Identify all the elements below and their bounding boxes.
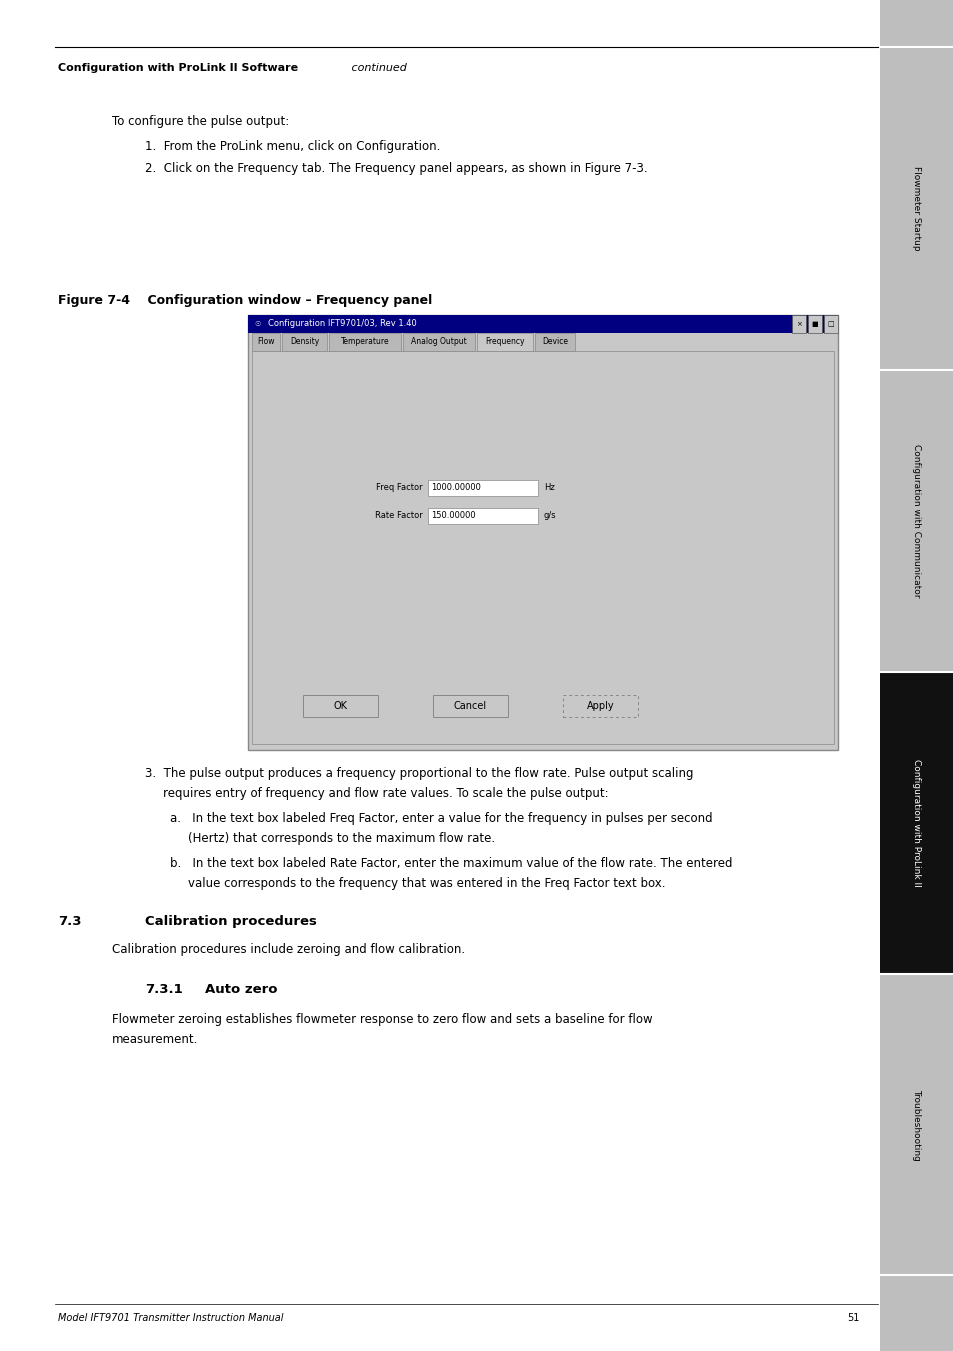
Text: 1.  From the ProLink menu, click on Configuration.: 1. From the ProLink menu, click on Confi… [145, 141, 440, 153]
Text: Frequency: Frequency [485, 338, 524, 346]
Bar [535, 332, 575, 351]
Text: Apply: Apply [586, 701, 614, 711]
Text: b.   In the text box labeled Rate Factor, enter the maximum value of the flow ra: b. In the text box labeled Rate Factor, … [170, 857, 732, 870]
Text: Calibration procedures: Calibration procedures [145, 915, 316, 928]
Bar [879, 1275, 953, 1351]
Text: g/s: g/s [543, 512, 556, 520]
Text: 1000.00000: 1000.00000 [431, 484, 480, 493]
Bar [303, 694, 377, 717]
Text: 7.3.1: 7.3.1 [145, 984, 183, 996]
Text: □: □ [827, 322, 834, 327]
Bar [879, 0, 953, 47]
Text: Flow: Flow [257, 338, 274, 346]
Text: 2.  Click on the Frequency tab. The Frequency panel appears, as shown in Figure : 2. Click on the Frequency tab. The Frequ… [145, 162, 647, 176]
Text: 51: 51 [846, 1313, 859, 1323]
Text: Flowmeter zeroing establishes flowmeter response to zero flow and sets a baselin: Flowmeter zeroing establishes flowmeter … [112, 1013, 652, 1025]
Text: ☉: ☉ [253, 322, 260, 327]
Bar [879, 671, 953, 974]
Text: measurement.: measurement. [112, 1034, 198, 1046]
Bar [248, 315, 837, 332]
Text: Freq Factor: Freq Factor [376, 484, 422, 493]
Text: Configuration window – Frequency panel: Configuration window – Frequency panel [130, 295, 432, 307]
Text: ×: × [795, 322, 801, 327]
Text: Configuration with Communicator: Configuration with Communicator [911, 444, 921, 597]
Bar [879, 47, 953, 370]
Text: To configure the pulse output:: To configure the pulse output: [112, 115, 289, 128]
Bar [879, 974, 953, 1275]
Text: 3.  The pulse output produces a frequency proportional to the flow rate. Pulse o: 3. The pulse output produces a frequency… [145, 767, 693, 780]
Text: Configuration IFT9701/03, Rev 1.40: Configuration IFT9701/03, Rev 1.40 [268, 319, 416, 328]
Bar [282, 332, 327, 351]
Text: Auto zero: Auto zero [205, 984, 277, 996]
Bar [428, 508, 537, 524]
Bar [562, 694, 638, 717]
Text: Temperature: Temperature [340, 338, 389, 346]
Bar [252, 351, 833, 744]
Bar [252, 332, 280, 351]
Text: Troubleshooting: Troubleshooting [911, 1089, 921, 1161]
Bar [402, 332, 475, 351]
Text: (Hertz) that corresponds to the maximum flow rate.: (Hertz) that corresponds to the maximum … [188, 832, 495, 844]
Text: Hz: Hz [543, 484, 554, 493]
Text: Rate Factor: Rate Factor [375, 512, 422, 520]
Text: Calibration procedures include zeroing and flow calibration.: Calibration procedures include zeroing a… [112, 943, 465, 957]
Bar [476, 332, 533, 351]
Text: value corresponds to the frequency that was entered in the Freq Factor text box.: value corresponds to the frequency that … [188, 877, 665, 890]
Text: requires entry of frequency and flow rate values. To scale the pulse output:: requires entry of frequency and flow rat… [163, 788, 608, 800]
Text: ■: ■ [811, 322, 818, 327]
Text: Configuration with ProLink II: Configuration with ProLink II [911, 759, 921, 886]
Text: a.   In the text box labeled Freq Factor, enter a value for the frequency in pul: a. In the text box labeled Freq Factor, … [170, 812, 712, 825]
Text: Density: Density [290, 338, 319, 346]
Text: Analog Output: Analog Output [411, 338, 466, 346]
Bar [879, 370, 953, 671]
Bar [823, 315, 837, 332]
Text: Figure 7-4: Figure 7-4 [58, 295, 130, 307]
Text: Flowmeter Startup: Flowmeter Startup [911, 166, 921, 251]
Text: 7.3: 7.3 [58, 915, 81, 928]
Bar [428, 480, 537, 496]
Text: Device: Device [541, 338, 567, 346]
Bar [248, 315, 837, 750]
Text: continued: continued [348, 63, 406, 73]
Text: 150.00000: 150.00000 [431, 512, 476, 520]
Text: Cancel: Cancel [454, 701, 487, 711]
Bar [329, 332, 400, 351]
Bar [807, 315, 821, 332]
Bar [791, 315, 805, 332]
Text: OK: OK [334, 701, 347, 711]
Text: Configuration with ProLink II Software: Configuration with ProLink II Software [58, 63, 297, 73]
Text: Model IFT9701 Transmitter Instruction Manual: Model IFT9701 Transmitter Instruction Ma… [58, 1313, 283, 1323]
Bar [433, 694, 507, 717]
